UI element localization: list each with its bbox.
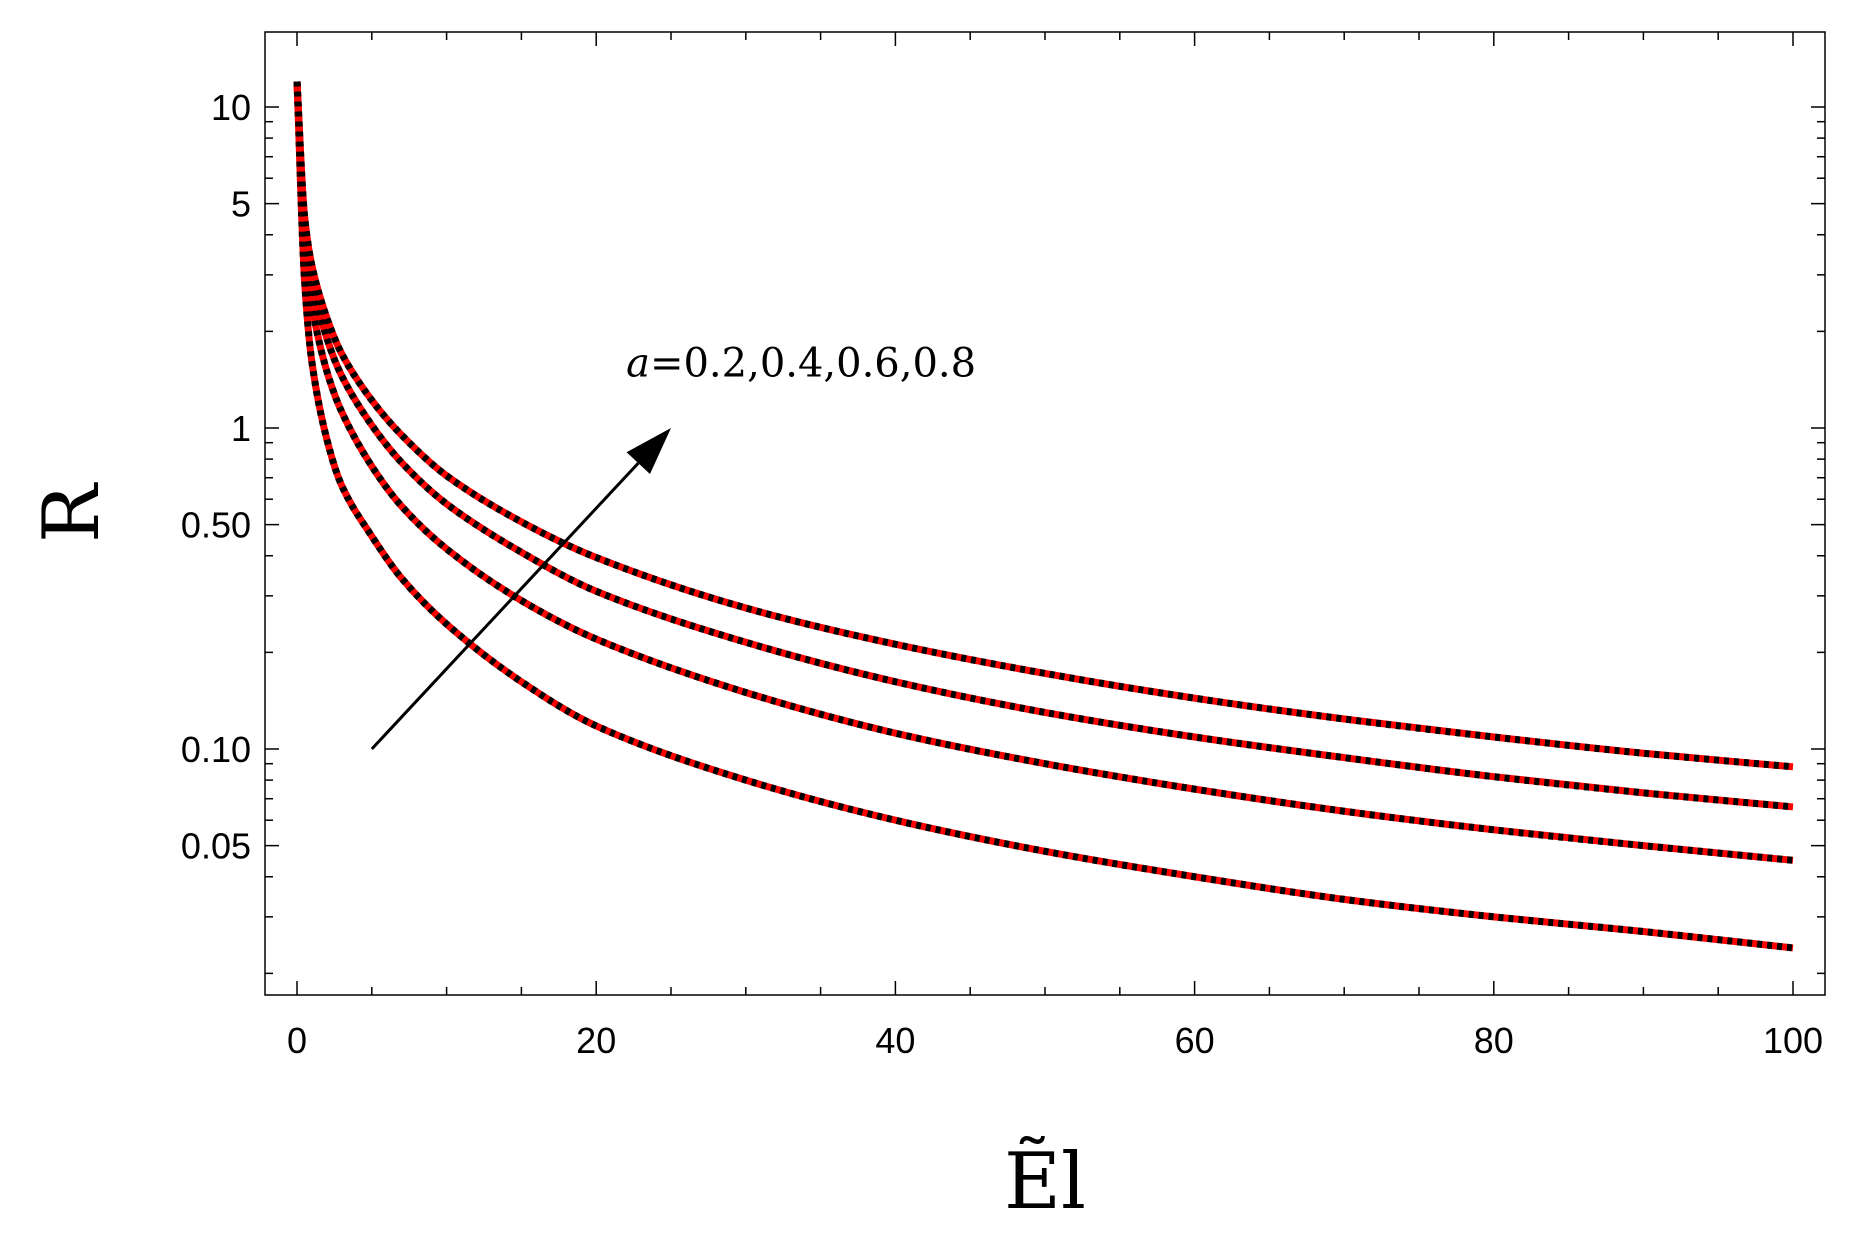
- y-tick-label: 0.10: [181, 729, 251, 770]
- y-tick-label: 0.05: [181, 826, 251, 867]
- x-tick-label: 20: [576, 1020, 616, 1061]
- annotation-label-values: =0.2,0.4,0.6,0.8: [650, 340, 976, 386]
- series-line-black-2: [293, 81, 1794, 864]
- y-tick-label: 10: [211, 87, 251, 128]
- ticks: 0 20 40 60 80 100 0.05 0.10 0.50 1 5 10: [181, 32, 1825, 1061]
- series-line-red-1: [293, 81, 1794, 952]
- series-lines: [293, 81, 1794, 952]
- x-tick-label: 80: [1474, 1020, 1514, 1061]
- annotation: a=0.2,0.4,0.6,0.8: [370, 340, 976, 751]
- x-tick-label: 60: [1175, 1020, 1215, 1061]
- x-tick-label: 100: [1763, 1020, 1823, 1061]
- y-tick-label: 5: [231, 184, 251, 225]
- x-tick-label: 40: [875, 1020, 915, 1061]
- annotation-arrowhead: [626, 428, 671, 475]
- plot-frame: [264, 31, 1826, 996]
- series-line-black-3: [293, 81, 1794, 811]
- y-axis-title: R: [27, 482, 117, 543]
- y-tick-label: 0.50: [181, 505, 251, 546]
- annotation-label-italic: a: [626, 340, 650, 386]
- annotation-label: a=0.2,0.4,0.6,0.8: [626, 340, 976, 386]
- y-tick-label: 1: [231, 408, 251, 449]
- x-tick-label: 0: [287, 1020, 307, 1061]
- annotation-arrow: [370, 462, 640, 751]
- series-line-black-4: [293, 81, 1794, 771]
- x-axis-title: Ẽl: [1004, 1135, 1086, 1227]
